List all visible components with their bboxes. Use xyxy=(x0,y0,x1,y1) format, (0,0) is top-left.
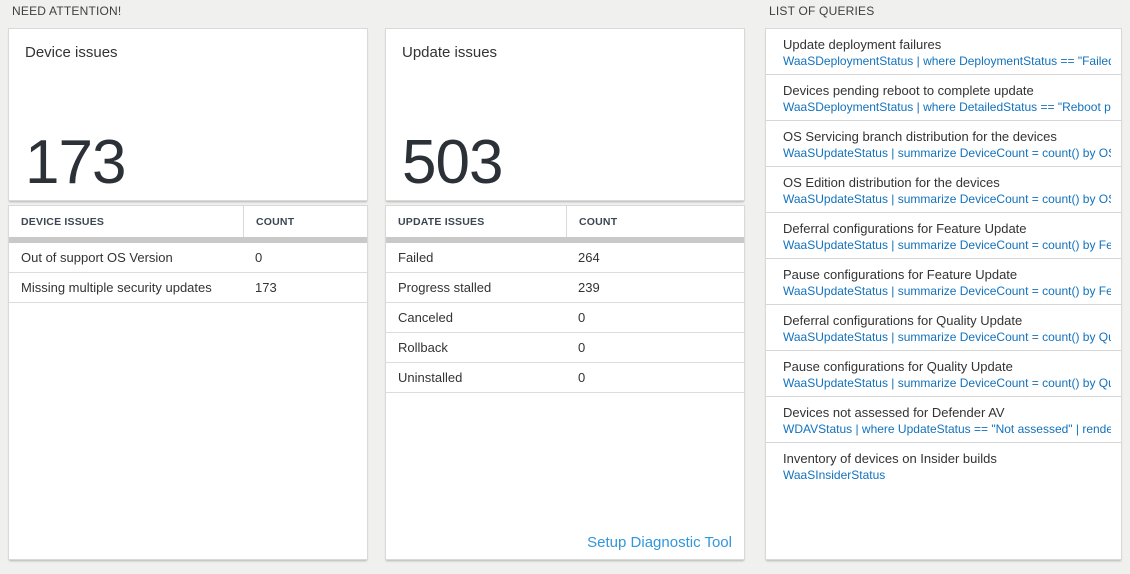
query-text-link[interactable]: WaaSUpdateStatus | summarize DeviceCount… xyxy=(783,192,1111,206)
query-text-link[interactable]: WDAVStatus | where UpdateStatus == "Not … xyxy=(783,422,1111,436)
device-issues-title: Device issues xyxy=(25,44,118,61)
update-issues-table-header: UPDATE ISSUES COUNT xyxy=(386,206,744,237)
column-header-count: COUNT xyxy=(243,206,367,237)
setup-diagnostic-tool-link[interactable]: Setup Diagnostic Tool xyxy=(587,534,732,551)
column-header-device-issues: DEVICE ISSUES xyxy=(21,215,105,228)
issue-label: Canceled xyxy=(398,310,453,325)
update-issues-tile[interactable]: Update issues 503 xyxy=(385,28,745,201)
query-text-link[interactable]: WaaSUpdateStatus | summarize DeviceCount… xyxy=(783,376,1111,390)
update-issues-table: UPDATE ISSUES COUNT Failed 264 Progress … xyxy=(385,205,745,560)
query-title: Inventory of devices on Insider builds xyxy=(783,451,997,466)
query-list-item[interactable]: Pause configurations for Quality Update … xyxy=(766,351,1121,397)
need-attention-heading: NEED ATTENTION! xyxy=(12,4,122,18)
issue-count: 173 xyxy=(255,280,277,295)
query-text-link[interactable]: WaaSUpdateStatus | summarize DeviceCount… xyxy=(783,146,1111,160)
table-row[interactable]: Uninstalled 0 xyxy=(386,363,744,393)
query-text-link[interactable]: WaaSDeploymentStatus | where DeploymentS… xyxy=(783,54,1111,68)
table-scrollbar[interactable] xyxy=(386,237,744,243)
query-text-link[interactable]: WaaSDeploymentStatus | where DetailedSta… xyxy=(783,100,1111,114)
table-row[interactable]: Missing multiple security updates 173 xyxy=(9,273,367,303)
query-title: Devices not assessed for Defender AV xyxy=(783,405,1005,420)
table-row[interactable]: Out of support OS Version 0 xyxy=(9,243,367,273)
issue-count: 0 xyxy=(578,310,586,325)
query-list-item[interactable]: OS Servicing branch distribution for the… xyxy=(766,121,1121,167)
query-text-link[interactable]: WaaSUpdateStatus | summarize DeviceCount… xyxy=(783,284,1111,298)
query-title: Update deployment failures xyxy=(783,37,942,52)
list-of-queries-heading: LIST OF QUERIES xyxy=(769,4,875,18)
device-issues-table: DEVICE ISSUES COUNT Out of support OS Ve… xyxy=(8,205,368,560)
issue-label: Out of support OS Version xyxy=(21,250,173,265)
device-issues-count: 173 xyxy=(25,128,126,197)
device-issues-tile[interactable]: Device issues 173 xyxy=(8,28,368,201)
table-row[interactable]: Progress stalled 239 xyxy=(386,273,744,303)
column-header-count: COUNT xyxy=(566,206,744,237)
update-issues-count: 503 xyxy=(402,128,503,197)
query-list-item[interactable]: Pause configurations for Feature Update … xyxy=(766,259,1121,305)
issue-label: Failed xyxy=(398,250,434,265)
table-row[interactable]: Rollback 0 xyxy=(386,333,744,363)
device-issues-table-header: DEVICE ISSUES COUNT xyxy=(9,206,367,237)
query-title: Deferral configurations for Feature Upda… xyxy=(783,221,1027,236)
issue-label: Uninstalled xyxy=(398,370,463,385)
issue-count: 264 xyxy=(578,250,600,265)
table-row[interactable]: Failed 264 xyxy=(386,243,744,273)
query-text-link[interactable]: WaaSUpdateStatus | summarize DeviceCount… xyxy=(783,330,1111,344)
issue-count: 0 xyxy=(578,370,586,385)
queries-list-panel: Update deployment failures WaaSDeploymen… xyxy=(765,28,1122,560)
query-title: Devices pending reboot to complete updat… xyxy=(783,83,1034,98)
table-scrollbar[interactable] xyxy=(9,237,367,243)
issue-count: 0 xyxy=(578,340,586,355)
issue-label: Missing multiple security updates xyxy=(21,280,212,295)
query-title: Pause configurations for Feature Update xyxy=(783,267,1018,282)
column-header-update-issues: UPDATE ISSUES xyxy=(398,215,485,228)
query-text-link[interactable]: WaaSInsiderStatus xyxy=(783,468,886,482)
query-list-item[interactable]: OS Edition distribution for the devices … xyxy=(766,167,1121,213)
issue-label: Rollback xyxy=(398,340,448,355)
query-title: OS Servicing branch distribution for the… xyxy=(783,129,1057,144)
query-text-link[interactable]: WaaSUpdateStatus | summarize DeviceCount… xyxy=(783,238,1111,252)
issue-count: 239 xyxy=(578,280,600,295)
query-list-item[interactable]: Deferral configurations for Quality Upda… xyxy=(766,305,1121,351)
query-list-item[interactable]: Update deployment failures WaaSDeploymen… xyxy=(766,29,1121,75)
query-title: OS Edition distribution for the devices xyxy=(783,175,1000,190)
issue-label: Progress stalled xyxy=(398,280,492,295)
query-list-item[interactable]: Devices pending reboot to complete updat… xyxy=(766,75,1121,121)
update-issues-title: Update issues xyxy=(402,44,498,61)
query-list-item[interactable]: Deferral configurations for Feature Upda… xyxy=(766,213,1121,259)
issue-count: 0 xyxy=(255,250,263,265)
query-list-item[interactable]: Inventory of devices on Insider builds W… xyxy=(766,443,1121,489)
query-title: Pause configurations for Quality Update xyxy=(783,359,1013,374)
query-title: Deferral configurations for Quality Upda… xyxy=(783,313,1023,328)
query-list-item[interactable]: Devices not assessed for Defender AV WDA… xyxy=(766,397,1121,443)
table-row[interactable]: Canceled 0 xyxy=(386,303,744,333)
